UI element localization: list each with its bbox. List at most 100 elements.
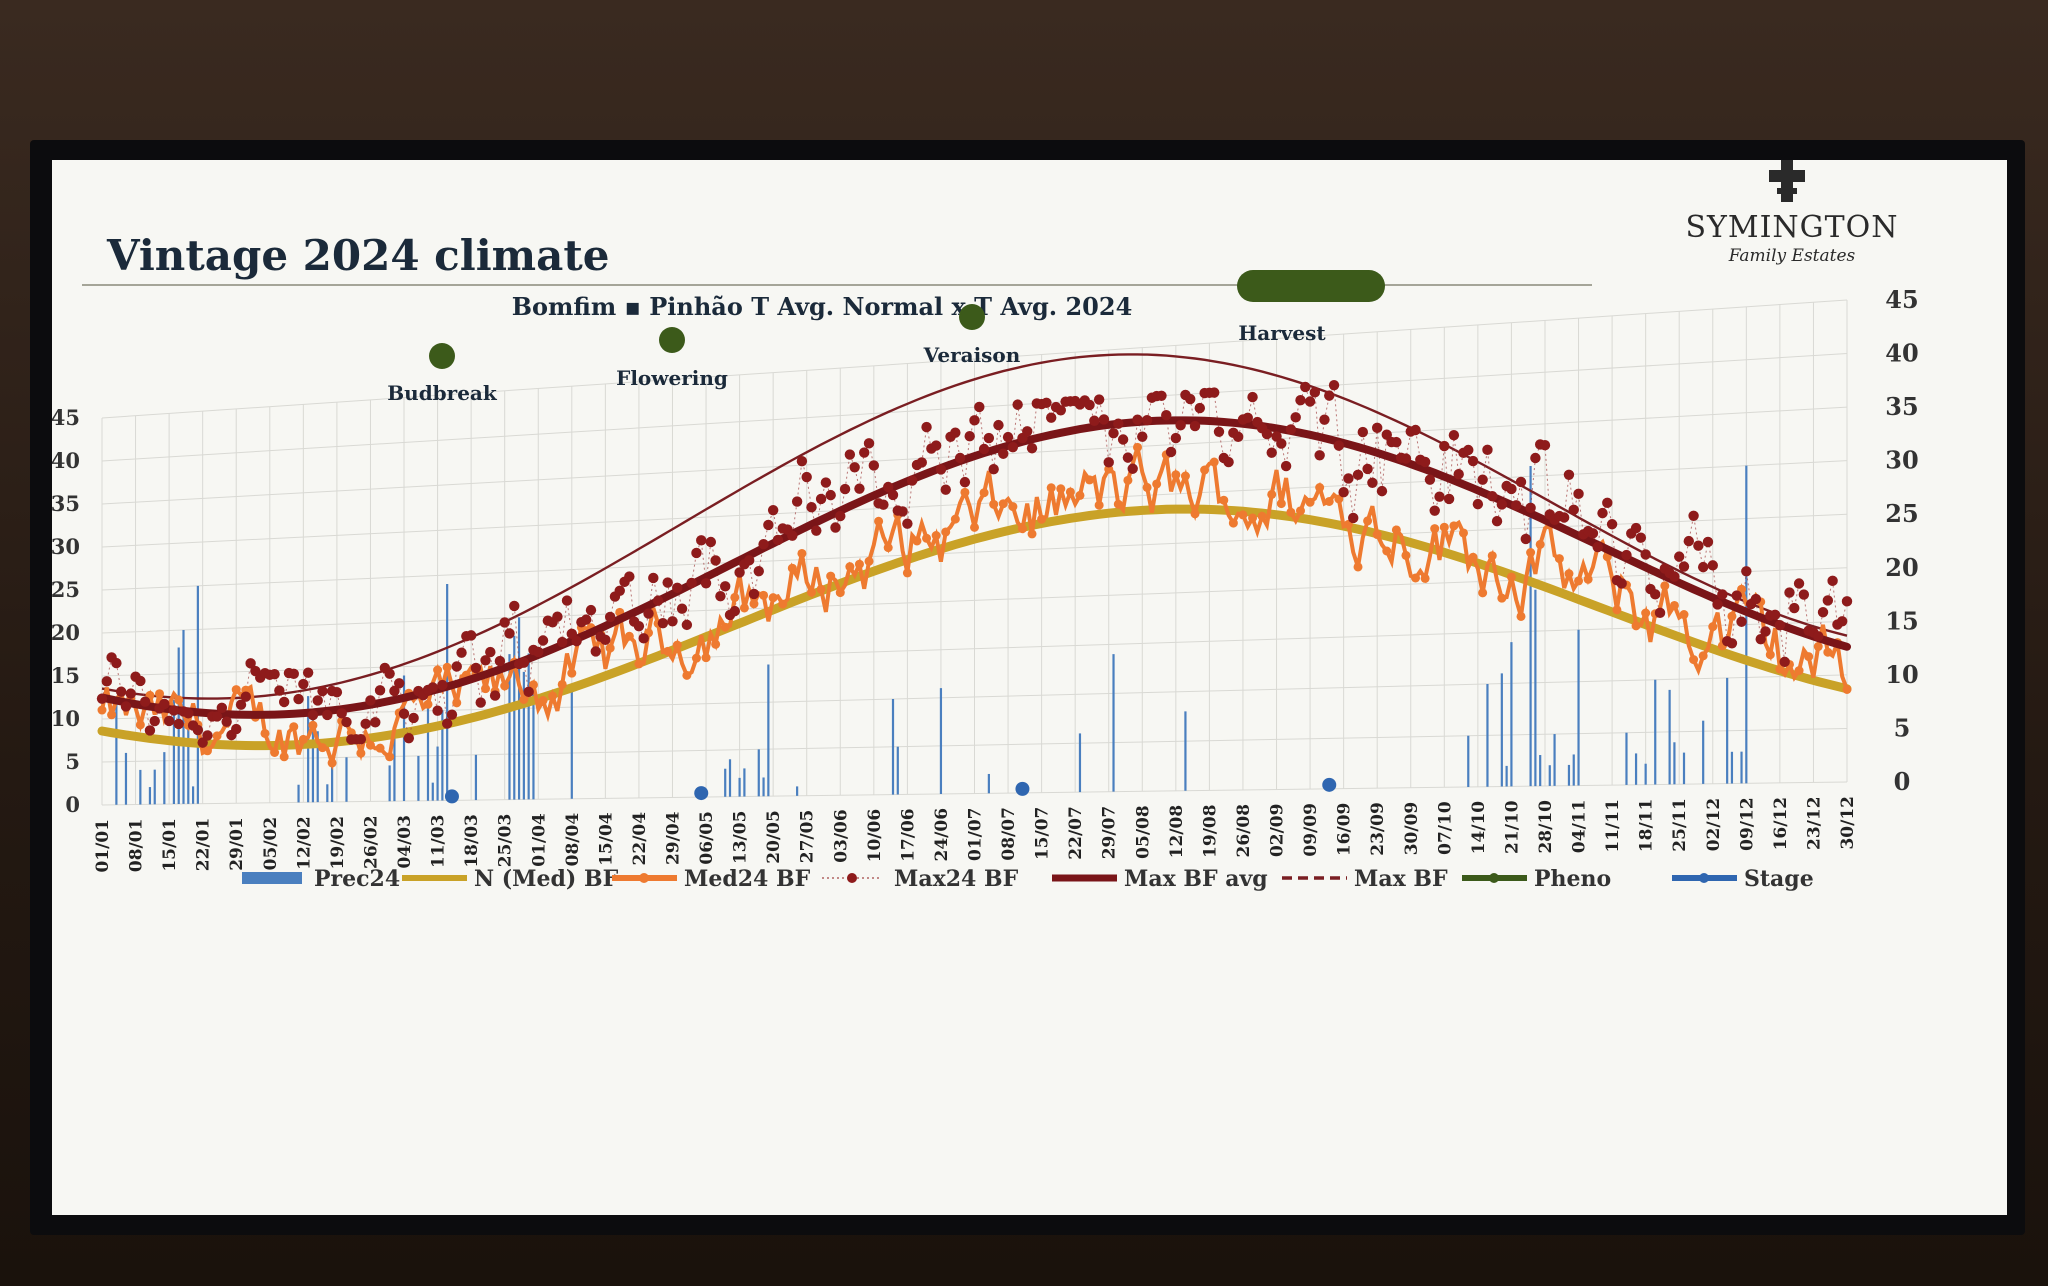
med24-point: [365, 740, 375, 750]
max24-point: [1295, 394, 1306, 406]
max24-point: [1558, 512, 1570, 523]
med24-point: [797, 548, 807, 558]
max24-point: [959, 476, 971, 488]
max24-point: [523, 686, 534, 698]
max24-point: [192, 724, 204, 736]
max24-point: [1750, 593, 1762, 605]
max24-point: [1185, 393, 1196, 405]
max24-point: [1741, 566, 1752, 577]
max24-point: [1276, 438, 1287, 449]
max24-point: [1391, 436, 1402, 448]
max24-point: [863, 438, 875, 449]
left-axis-tick-label: 35: [52, 491, 80, 516]
med24-point: [1813, 642, 1823, 652]
max24-point: [307, 709, 319, 721]
max24-point: [930, 440, 942, 451]
legend-item: Max BF: [1282, 866, 1448, 892]
left-axis-tick-label: 20: [52, 620, 80, 645]
legend-item: Stage: [1672, 866, 1814, 892]
max24-point: [1132, 414, 1143, 425]
med24-point: [1574, 576, 1584, 586]
max24-point: [767, 505, 779, 516]
max24-point: [1496, 499, 1508, 510]
right-axis-tick-label: 5: [1894, 713, 1911, 742]
med24-point: [202, 746, 212, 756]
max24-point: [1597, 507, 1608, 519]
med24-point: [1612, 605, 1622, 615]
x-axis-date-label: 28/10: [1536, 800, 1556, 854]
x-axis-date-label: 21/10: [1502, 800, 1522, 854]
max24-point: [1841, 596, 1853, 607]
med24-point: [1152, 479, 1162, 489]
max24-point: [1683, 535, 1694, 547]
max24-point: [1266, 447, 1277, 458]
max24-point: [1194, 402, 1206, 414]
med24-point: [663, 646, 673, 656]
max24-point: [1674, 551, 1685, 562]
x-axis-date-label: 01/01: [93, 819, 113, 873]
max24-point: [801, 471, 812, 483]
phenology-label: Budbreak: [387, 381, 498, 405]
max24-point: [494, 655, 506, 667]
med24-point: [1142, 482, 1152, 492]
max24-point: [552, 611, 563, 622]
legend-label: Med24 BF: [684, 866, 811, 892]
max24-point: [743, 555, 755, 566]
med24-point: [1564, 569, 1574, 579]
x-axis-date-label: 01/07: [966, 808, 986, 862]
max24-point: [427, 682, 438, 693]
max24-point: [1362, 463, 1373, 475]
max24-point: [1448, 429, 1460, 441]
max24-point: [1022, 426, 1033, 437]
med24-point: [1554, 554, 1564, 564]
x-axis-date-label: 06/05: [697, 811, 717, 865]
x-axis-date-label: 02/09: [1268, 804, 1288, 858]
x-axis-date-label: 05/08: [1133, 805, 1153, 859]
max24-point: [835, 510, 846, 522]
max24-point: [1141, 415, 1153, 426]
max24-point: [974, 401, 985, 413]
left-axis-tick-label: 25: [52, 577, 80, 602]
right-axis-tick-label: 15: [1885, 606, 1918, 635]
med24-point: [327, 758, 337, 768]
max24-point: [269, 668, 280, 680]
right-y-axis: 0 5 10 15 20 25 30 35 40 45: [1885, 285, 1918, 796]
x-axis-date-label: 25/03: [496, 814, 516, 868]
med24-point: [385, 752, 395, 762]
left-axis-tick-label: 5: [65, 749, 80, 774]
max24-point: [537, 635, 549, 646]
phenology-marker: [659, 327, 685, 353]
max24-point: [144, 725, 156, 736]
med24-point: [854, 559, 864, 569]
max24-point: [168, 705, 180, 716]
legend-label: Max BF: [1354, 866, 1448, 892]
max24-point: [456, 647, 467, 658]
x-axis-date-label: 09/09: [1301, 803, 1321, 857]
max24-point: [139, 696, 151, 707]
max24-point: [1506, 483, 1517, 495]
max24-point: [652, 595, 664, 606]
med24-point: [1190, 509, 1200, 519]
med24-point: [605, 643, 615, 653]
max24-point: [1669, 571, 1680, 582]
right-axis-tick-label: 20: [1885, 553, 1918, 582]
max24-point: [825, 489, 836, 501]
max24-point: [216, 702, 228, 714]
legend-swatch: [242, 872, 302, 884]
max24-point: [681, 619, 693, 631]
med24-point: [528, 680, 538, 690]
med24-point: [1765, 650, 1775, 660]
max24-point: [1213, 426, 1225, 437]
max24-point: [585, 604, 597, 616]
max24-point: [1736, 616, 1747, 627]
max24-point: [504, 628, 515, 639]
med24-point: [135, 720, 145, 730]
med24-point: [1430, 524, 1440, 534]
max24-point: [1650, 589, 1661, 600]
max24-point: [1117, 434, 1129, 445]
max24-point: [1113, 418, 1124, 429]
max24-point: [1381, 429, 1392, 440]
max24-point: [518, 657, 530, 668]
phenology-marker: [959, 304, 985, 330]
max24-point: [355, 733, 367, 745]
